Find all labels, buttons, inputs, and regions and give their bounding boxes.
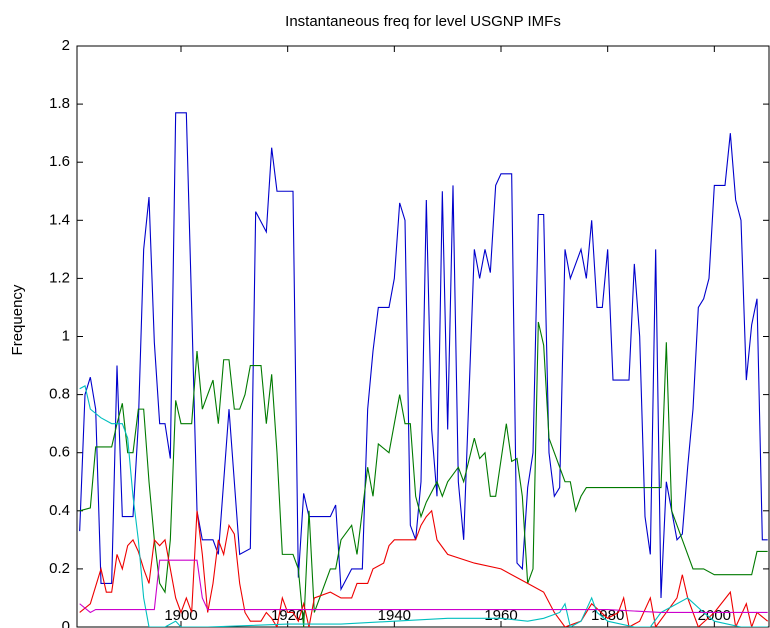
x-tick-label: 1920 (271, 607, 304, 624)
y-tick-label: 0.6 (49, 444, 70, 461)
y-tick-label: 0.4 (49, 502, 70, 519)
axes-box (76, 45, 770, 628)
x-tick-label: 1940 (378, 607, 411, 624)
y-tick-label: 0.2 (49, 560, 70, 577)
y-tick-label: 1.8 (49, 95, 70, 112)
y-tick-label: 1 (62, 327, 70, 344)
x-tick-label: 1900 (164, 607, 197, 624)
series-line (79, 321, 768, 627)
y-tick-label: 0.8 (49, 386, 70, 403)
y-tick-label: 1.2 (49, 269, 70, 286)
y-tick-label: 1.6 (49, 153, 70, 170)
y-axis-label: Frequency (9, 284, 26, 355)
series-line (79, 112, 768, 598)
series-line (79, 385, 768, 627)
series-line (79, 559, 768, 614)
series-line (79, 509, 769, 627)
y-tick-label: 0 (62, 618, 70, 628)
y-tick-label: 2 (62, 37, 70, 54)
chart-title: Instantaneous freq for level USGNP IMFs (285, 13, 561, 30)
y-tick-label: 1.4 (49, 211, 70, 228)
